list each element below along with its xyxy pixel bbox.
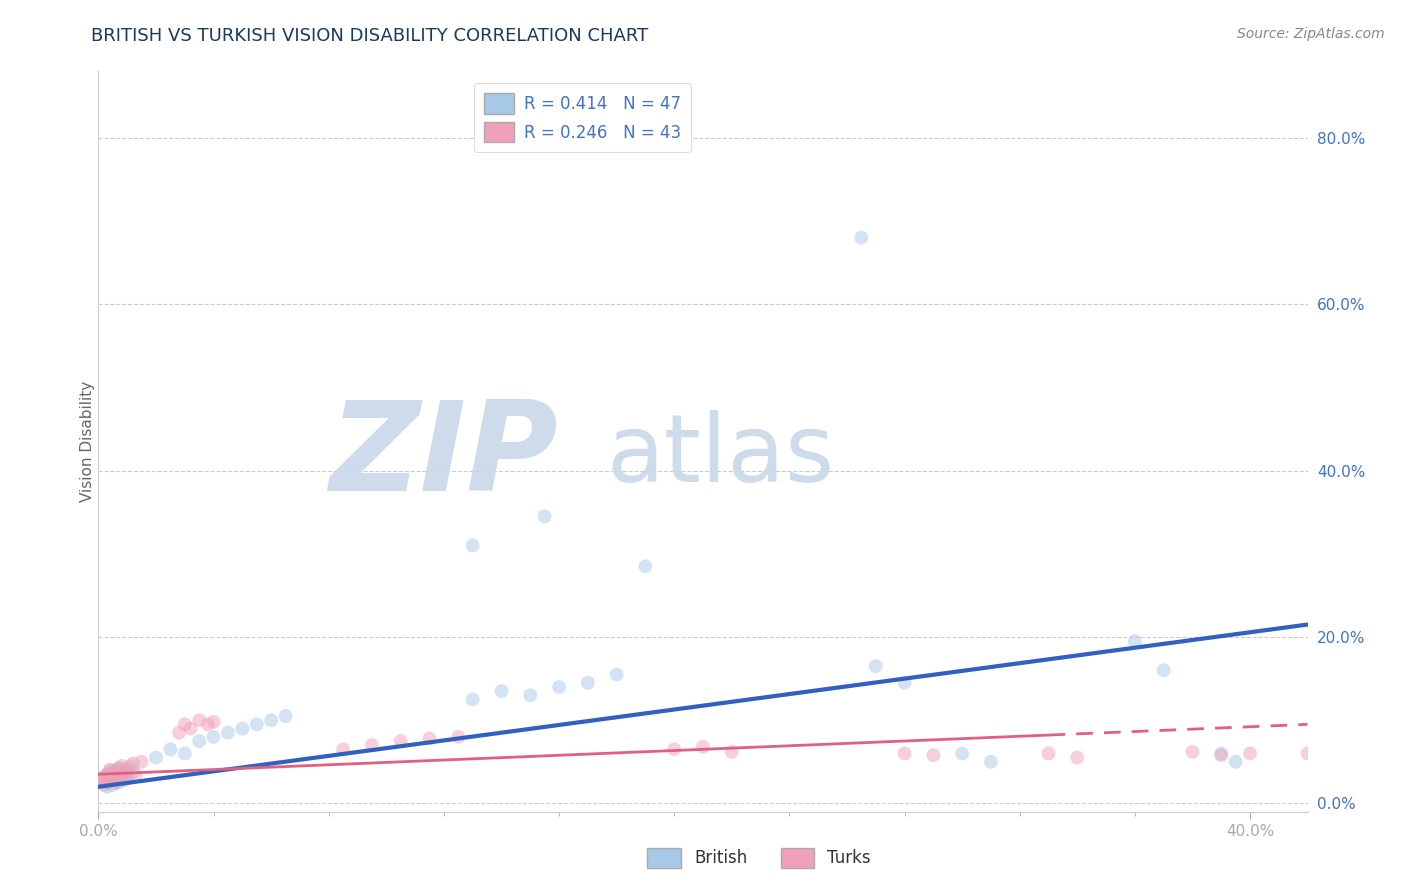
Point: [389, 734, 412, 748]
Point: [173, 717, 195, 731]
Point: [1239, 747, 1261, 761]
Point: [231, 722, 253, 736]
Point: [104, 772, 127, 786]
Point: [96, 780, 118, 794]
Point: [548, 680, 571, 694]
Point: [447, 730, 470, 744]
Text: Source: ZipAtlas.com: Source: ZipAtlas.com: [1237, 27, 1385, 41]
Point: [188, 713, 211, 727]
Point: [101, 773, 124, 788]
Point: [145, 750, 167, 764]
Text: atlas: atlas: [606, 410, 835, 502]
Point: [1211, 747, 1233, 761]
Point: [125, 767, 148, 781]
Point: [90, 772, 112, 786]
Point: [1066, 750, 1088, 764]
Point: [101, 770, 124, 784]
Point: [893, 747, 915, 761]
Point: [664, 742, 686, 756]
Point: [461, 692, 484, 706]
Point: [167, 725, 190, 739]
Point: [491, 684, 513, 698]
Point: [332, 742, 354, 756]
Point: [90, 773, 112, 788]
Point: [93, 778, 115, 792]
Point: [606, 667, 628, 681]
Point: [217, 725, 239, 739]
Point: [418, 731, 440, 746]
Point: [865, 659, 887, 673]
Text: BRITISH VS TURKISH VISION DISABILITY CORRELATION CHART: BRITISH VS TURKISH VISION DISABILITY COR…: [91, 27, 648, 45]
Point: [112, 773, 135, 788]
Point: [104, 775, 127, 789]
Point: [851, 231, 873, 245]
Point: [519, 688, 541, 702]
Point: [533, 509, 555, 524]
Point: [101, 764, 124, 779]
Point: [1123, 634, 1146, 648]
Point: [159, 742, 181, 756]
Point: [950, 747, 973, 761]
Point: [1296, 747, 1319, 761]
Point: [98, 773, 121, 788]
Y-axis label: Vision Disability: Vision Disability: [80, 381, 94, 502]
Point: [104, 770, 127, 784]
Point: [110, 767, 132, 781]
Point: [96, 767, 118, 781]
Point: [173, 747, 195, 761]
Point: [107, 762, 129, 776]
Point: [202, 714, 225, 729]
Point: [101, 778, 124, 792]
Point: [96, 775, 118, 789]
Point: [110, 767, 132, 781]
Point: [110, 759, 132, 773]
Point: [980, 755, 1002, 769]
Point: [93, 770, 115, 784]
Point: [122, 756, 145, 771]
Point: [1225, 755, 1247, 769]
Point: [131, 755, 153, 769]
Point: [104, 764, 127, 779]
Point: [122, 764, 145, 779]
Point: [112, 764, 135, 779]
Point: [107, 772, 129, 786]
Point: [107, 762, 129, 776]
Point: [246, 717, 269, 731]
Point: [361, 738, 384, 752]
Legend: British, Turks: British, Turks: [641, 841, 877, 875]
Point: [922, 748, 945, 763]
Point: [1153, 663, 1175, 677]
Point: [180, 722, 202, 736]
Point: [93, 775, 115, 789]
Point: [120, 759, 142, 773]
Point: [107, 775, 129, 789]
Point: [260, 713, 283, 727]
Point: [96, 767, 118, 781]
Point: [98, 772, 121, 786]
Point: [115, 762, 138, 776]
Point: [576, 675, 599, 690]
Point: [893, 675, 915, 690]
Point: [110, 773, 132, 788]
Point: [197, 717, 219, 731]
Point: [115, 770, 138, 784]
Point: [115, 770, 138, 784]
Text: ZIP: ZIP: [329, 396, 558, 516]
Point: [98, 763, 121, 777]
Point: [98, 763, 121, 777]
Point: [188, 734, 211, 748]
Point: [274, 709, 297, 723]
Point: [461, 539, 484, 553]
Legend: R = 0.414   N = 47, R = 0.246   N = 43: R = 0.414 N = 47, R = 0.246 N = 43: [474, 83, 690, 153]
Point: [1181, 745, 1204, 759]
Point: [720, 745, 742, 759]
Point: [692, 739, 714, 754]
Point: [1211, 748, 1233, 763]
Point: [202, 730, 225, 744]
Point: [634, 559, 657, 574]
Point: [1038, 747, 1060, 761]
Point: [112, 763, 135, 777]
